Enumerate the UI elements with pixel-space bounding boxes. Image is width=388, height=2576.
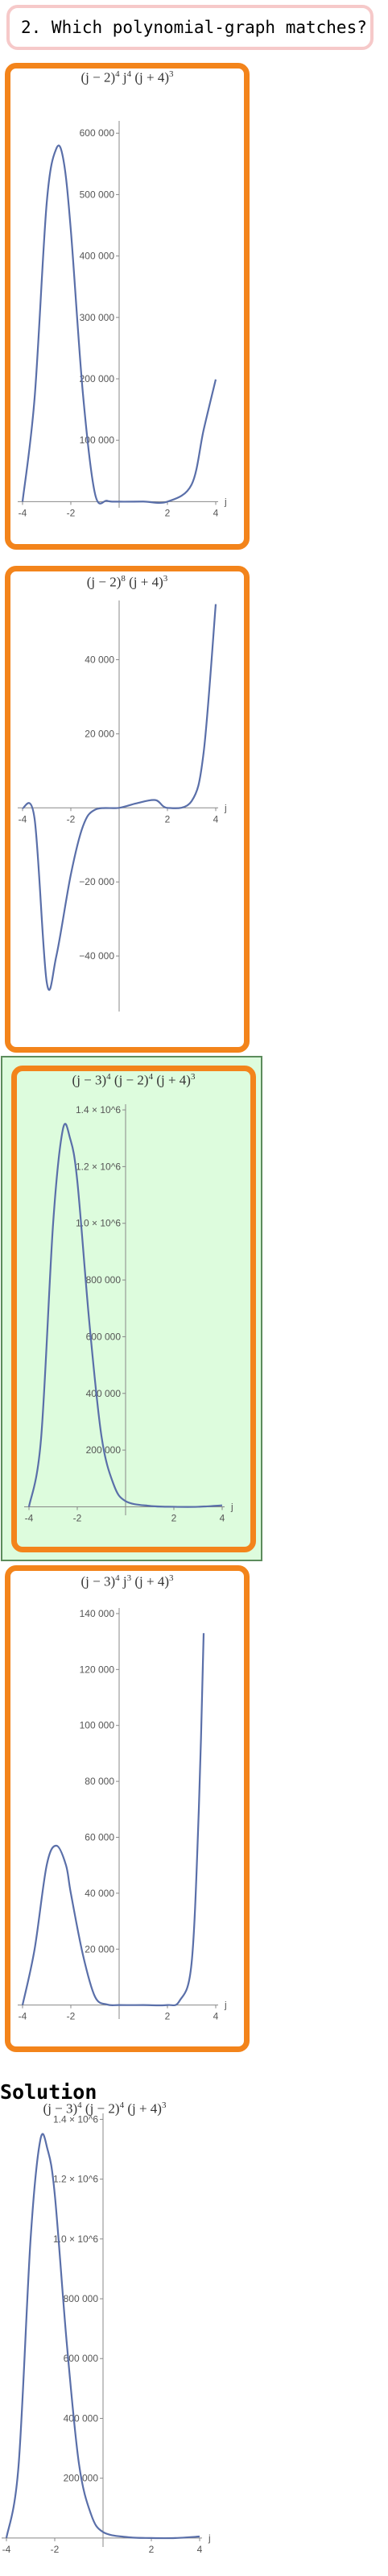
solution-x-tick-label: -2	[51, 2544, 60, 2555]
option-3-y-tick-label: 400 000	[86, 1388, 122, 1399]
option-2-y-tick-label: −40 000	[79, 950, 114, 962]
option-4-y-tick-label: 60 000	[85, 1831, 114, 1843]
solution-title: (j − 3)4 (j − 2)4 (j + 4)3	[43, 2100, 167, 2117]
option-2-title: (j − 2)8 (j + 4)3	[86, 574, 168, 590]
option-3-y-tick-label: 1.0 × 10^6	[76, 1218, 121, 1229]
option-4-x-tick-label: -4	[19, 2011, 27, 2022]
option-4-y-tick-label: 80 000	[85, 1776, 114, 1787]
option-4-curve	[21, 1633, 205, 2007]
option-1-x-tick-label: 4	[213, 507, 219, 518]
option-1-y-tick-label: 100 000	[80, 434, 115, 446]
option-1-x-label: j	[224, 496, 227, 507]
option-3-y-tick-label: 1.2 × 10^6	[76, 1161, 121, 1172]
solution-y-tick-label: 400 000	[64, 2412, 99, 2424]
option-2-x-tick-label: -2	[67, 813, 76, 825]
option-4-y-tick-label: 100 000	[80, 1720, 115, 1731]
option-3-y-tick-label: 800 000	[86, 1274, 122, 1286]
solution-x-tick-label: 4	[197, 2544, 203, 2555]
option-1-y-tick-label: 400 000	[80, 251, 115, 262]
solution-y-tick-label: 1.4 × 10^6	[53, 2113, 98, 2125]
option-2-x-tick-label: 4	[213, 813, 219, 825]
solution-y-tick-label: 1.0 × 10^6	[53, 2233, 98, 2245]
option-3-x-label: j	[230, 1501, 233, 1512]
option-4-x-tick-label: 2	[165, 2011, 171, 2022]
option-2-curve	[21, 604, 217, 991]
option-2-x-label: j	[224, 802, 227, 813]
option-card-3[interactable]	[11, 1066, 256, 1552]
option-3-y-tick-label: 600 000	[86, 1331, 122, 1342]
option-4-x-label: j	[224, 2000, 227, 2011]
option-4-title: (j − 3)4 j3 (j + 4)3	[80, 1573, 174, 1589]
option-4-y-tick-label: 120 000	[80, 1664, 115, 1675]
option-card-1[interactable]	[5, 63, 250, 550]
solution-y-tick-label: 1.2 × 10^6	[53, 2174, 98, 2185]
option-4-y-tick-label: 40 000	[85, 1888, 114, 1899]
solution-y-tick-label: 800 000	[64, 2293, 99, 2304]
solution-curve	[5, 2133, 200, 2540]
option-1-x-tick-label: 2	[165, 507, 171, 518]
option-1-curve	[21, 144, 217, 505]
solution-x-tick-label: -4	[2, 2544, 11, 2555]
option-4-y-tick-label: 140 000	[80, 1608, 115, 1619]
option-card-2[interactable]	[5, 566, 250, 1053]
option-card-4[interactable]	[5, 1565, 250, 2052]
option-4-x-tick-label: 4	[213, 2011, 219, 2022]
option-2-y-tick-label: 20 000	[85, 728, 114, 739]
solution-y-tick-label: 600 000	[64, 2353, 99, 2364]
option-3-x-tick-label: 2	[171, 1512, 177, 1523]
option-2-y-tick-label: −20 000	[79, 876, 114, 887]
option-1-y-tick-label: 200 000	[80, 373, 115, 384]
option-2-y-tick-label: 40 000	[85, 654, 114, 666]
solution-x-tick-label: 2	[149, 2544, 155, 2555]
question-text: 2. Which polynomial-graph matches?	[21, 18, 367, 37]
option-4-x-tick-label: -2	[67, 2011, 76, 2022]
option-1-y-tick-label: 600 000	[80, 127, 115, 139]
solution-heading: Solution	[0, 2080, 97, 2104]
option-2-x-tick-label: -4	[19, 813, 27, 825]
option-1-y-tick-label: 300 000	[80, 312, 115, 323]
option-3-x-tick-label: -2	[73, 1512, 82, 1523]
option-2-x-tick-label: 2	[165, 813, 171, 825]
option-3-title: (j − 3)4 (j − 2)4 (j + 4)3	[72, 1072, 196, 1088]
option-4-y-tick-label: 20 000	[85, 1943, 114, 1955]
selected-highlight	[1, 1056, 262, 1561]
option-3-x-tick-label: 4	[220, 1512, 225, 1523]
option-1-x-tick-label: -2	[67, 507, 76, 518]
question-prompt: 2. Which polynomial-graph matches?	[6, 5, 374, 50]
option-3-y-tick-label: 1.4 × 10^6	[76, 1104, 121, 1116]
option-3-curve	[27, 1123, 223, 1508]
option-1-y-tick-label: 500 000	[80, 189, 115, 200]
option-3-x-tick-label: -4	[25, 1512, 34, 1523]
solution-x-label: j	[208, 2532, 211, 2544]
option-1-x-tick-label: -4	[19, 507, 27, 518]
option-1-title: (j − 2)4 j4 (j + 4)3	[80, 69, 174, 85]
